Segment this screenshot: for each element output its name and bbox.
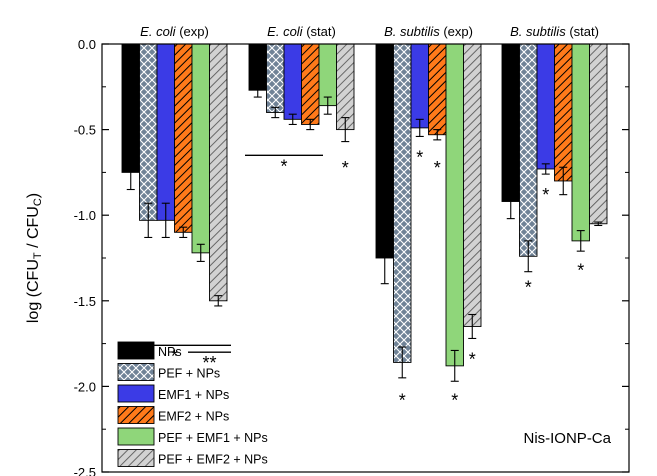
y-axis-label-part: / CFU [25,206,42,252]
bar [283,43,302,120]
group-label: B. subtilis (exp) [384,24,473,39]
bar [174,43,193,233]
significance-star: * [525,278,532,298]
y-tick-label: -2.0 [74,379,96,394]
bar [375,43,394,259]
y-axis-label-subscript: C [32,198,44,206]
group-label: B. subtilis (stat) [510,24,599,39]
chart-annotation: Nis-IONP-Ca [523,430,611,447]
legend-swatch [117,449,155,467]
bar [266,43,285,113]
legend-swatch [117,427,155,446]
bar [536,43,555,170]
bar [336,43,355,131]
y-axis-label: log (CFUT / CFUC) [25,193,44,323]
bar [463,43,482,327]
bar [445,43,464,367]
y-axis-label-subscript: T [32,252,44,259]
y-tick-label: 0.0 [78,37,96,52]
group-label-organism: E. coli [140,24,177,39]
y-axis-label-part: log (CFU [25,259,42,323]
legend-swatch [117,341,155,360]
group-labels: E. coli (exp) E. coli (stat) B. subtilis (… [140,24,599,39]
y-axis: 0.0 -0.5 -1.0 -1.5 -2.0 -2.5 [74,37,629,476]
bar [428,43,447,136]
bar [209,43,228,302]
group-label-phase: (stat) [566,24,599,39]
bar [121,43,140,173]
group-label: E. coli (stat) [267,24,336,39]
legend-swatch [117,384,155,403]
group-label-organism: B. subtilis [510,24,566,39]
significance-star: * [416,148,423,168]
plot-frame [101,43,630,473]
bar [139,43,158,221]
bar [393,43,412,363]
legend-label: PEF + EMF1 + NPs [158,431,268,445]
bar [554,43,573,182]
bar [191,43,210,254]
significance-star: * [280,156,287,176]
group-label-phase: (stat) [303,24,336,39]
significance-star: * [171,346,178,366]
legend-label: EMF1 + NPs [158,388,229,402]
legend-swatch [117,363,155,381]
error-bars [126,82,603,382]
significance-marks: * *** ********* [118,148,584,411]
bar [301,43,320,125]
legend: NPs PEF + NPs EMF1 + NPs EMF2 + NPs PEF + EM… [117,341,268,467]
y-tick-label: -1.5 [74,294,96,309]
bar [156,43,175,221]
bars [121,43,608,367]
y-axis-label-part: ) [25,193,42,198]
group-label-phase: (exp) [176,24,209,39]
legend-label: EMF2 + NPs [158,410,229,424]
group-label-phase: (exp) [440,24,473,39]
significance-star: * [577,261,584,281]
bar [589,43,608,225]
bar [501,43,520,202]
significance-star: * [342,158,349,178]
significance-star: * [542,185,549,205]
significance-star: * [399,391,406,411]
bar [519,43,538,257]
bar [410,43,429,129]
y-tick-label: -2.5 [74,465,96,476]
y-tick-label: -0.5 [74,123,96,138]
y-tick-label: -1.0 [74,208,96,223]
bar [318,43,337,107]
significance-star: ** [202,353,216,373]
significance-star: * [469,350,476,370]
group-label-organism: E. coli [267,24,304,39]
legend-label: NPs [158,345,182,359]
significance-star: * [434,158,441,178]
significance-star: * [451,391,458,411]
group-label: E. coli (exp) [140,24,209,39]
legend-label: PEF + NPs [158,367,220,381]
legend-swatch [117,406,155,424]
bar [571,43,590,242]
legend-label: PEF + EMF2 + NPs [158,453,268,467]
group-label-organism: B. subtilis [384,24,440,39]
